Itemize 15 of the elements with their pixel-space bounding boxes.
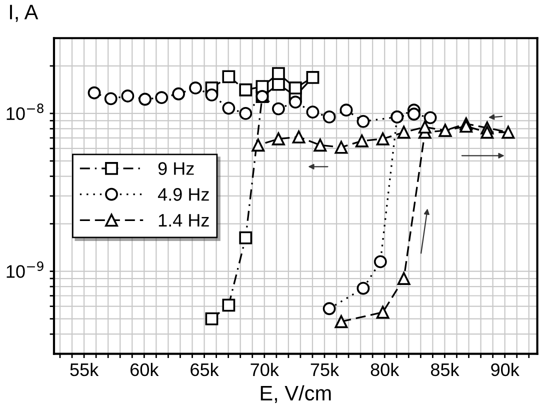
y-axis-title: I, A — [10, 4, 38, 22]
x-tick-label: 60k — [130, 362, 159, 376]
x-tick-label: 70k — [250, 362, 279, 376]
x-tick-label: 65k — [190, 362, 219, 376]
x-axis-title: E, V/cm — [260, 385, 331, 404]
x-tick-label: 85k — [430, 362, 460, 376]
legend-label: 9 Hz — [158, 162, 194, 175]
x-tick-label: 80k — [370, 362, 400, 376]
x-tick-label: 90k — [491, 362, 520, 376]
x-tick-label: 55k — [70, 362, 99, 376]
legend-label: 4.9 Hz — [158, 188, 209, 201]
legend-label: 1.4 Hz — [158, 214, 209, 227]
y-tick-label: 10$^{−8}$ — [6, 104, 44, 120]
x-tick-label: 75k — [310, 362, 340, 376]
y-tick-label: 10$^{−9}$ — [6, 261, 44, 278]
